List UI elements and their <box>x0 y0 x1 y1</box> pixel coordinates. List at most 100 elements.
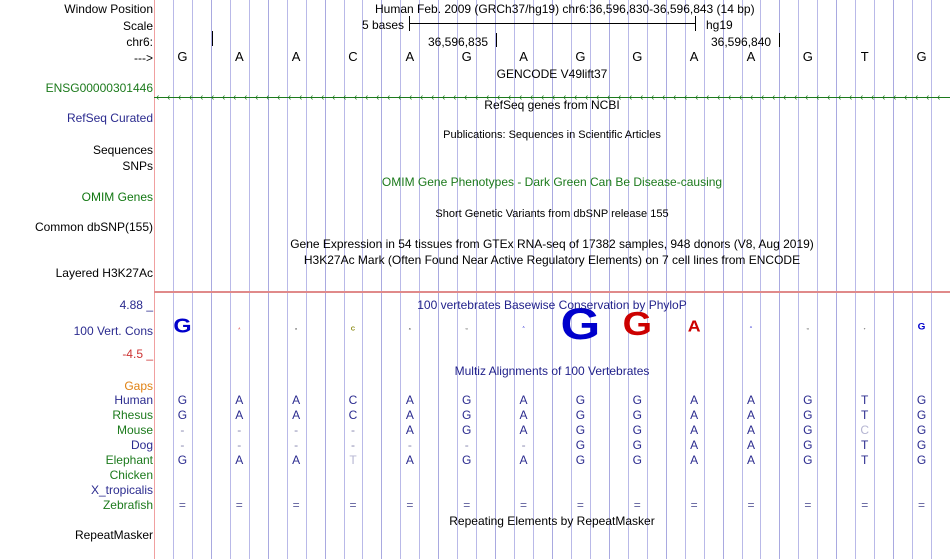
gene-strand-arrow: ‹ <box>684 92 688 103</box>
grid-line <box>249 0 250 559</box>
gene-strand-arrow: ‹ <box>387 92 391 103</box>
label-repeatmasker[interactable]: RepeatMasker <box>74 528 153 542</box>
label-100-vert-cons[interactable]: 100 Vert. Cons <box>73 324 153 338</box>
alignment-base: T <box>861 393 869 407</box>
species-label-rhesus[interactable]: Rhesus <box>112 408 153 422</box>
grid-line <box>306 0 307 559</box>
species-label-human[interactable]: Human <box>114 393 153 407</box>
conservation-logo-letter: T <box>863 326 866 330</box>
ruler-tick-label-1: 36,596,835 <box>428 35 489 49</box>
gene-strand-arrow: ‹ <box>541 92 545 103</box>
gene-strand-arrow: ‹ <box>618 92 622 103</box>
gene-strand-arrow: ‹ <box>640 92 644 103</box>
scale-bar <box>409 23 696 24</box>
alignment-base: G <box>803 438 813 452</box>
gene-strand-arrow: ‹ <box>442 92 446 103</box>
grid-line <box>628 0 629 559</box>
conservation-logo-letter: G <box>622 305 652 343</box>
conservation-logo-letter: A <box>522 325 525 330</box>
gene-strand-arrow: ‹ <box>937 92 941 103</box>
label-gencode-gene[interactable]: ENSG00000301446 <box>45 81 153 95</box>
alignment-base: - <box>521 438 526 452</box>
gene-strand-arrow: ‹ <box>266 92 270 103</box>
gene-strand-arrow: ‹ <box>574 92 578 103</box>
gene-strand-arrow: ‹ <box>431 92 435 103</box>
species-label-zebrafish[interactable]: Zebrafish <box>102 498 153 512</box>
cons-min-value: -4.5 _ <box>122 347 153 361</box>
alignment-base: - <box>294 438 299 452</box>
gene-strand-arrow: ‹ <box>255 92 259 103</box>
grid-line <box>419 0 420 559</box>
alignment-base: = <box>747 498 755 512</box>
alignment-base: G <box>462 408 472 422</box>
conservation-logo-letter: G <box>806 326 810 330</box>
alignment-base: G <box>632 423 642 437</box>
gene-strand-arrow: ‹ <box>189 92 193 103</box>
reference-base: G <box>575 49 586 64</box>
gene-strand-arrow: ‹ <box>530 92 534 103</box>
reference-base: G <box>177 49 188 64</box>
alignment-base: G <box>575 393 586 407</box>
species-label-chicken[interactable]: Chicken <box>109 468 153 482</box>
alignment-base: A <box>235 408 244 422</box>
alignment-base: G <box>177 453 188 467</box>
label-sequences[interactable]: Sequences <box>92 143 153 157</box>
label-chrom[interactable]: chr6: <box>126 35 153 49</box>
alignment-base: G <box>575 423 586 437</box>
label-gaps[interactable]: Gaps <box>124 379 153 393</box>
grid-line <box>495 0 496 559</box>
alignment-base: G <box>632 408 642 422</box>
species-label-mouse[interactable]: Mouse <box>116 423 153 437</box>
alignment-base: A <box>292 408 301 422</box>
gene-strand-arrow: ‹ <box>750 92 754 103</box>
dbsnp-track-title: Short Genetic Variants from dbSNP releas… <box>435 208 669 220</box>
reference-base: A <box>405 49 415 64</box>
label-omim-genes[interactable]: OMIM Genes <box>81 190 153 204</box>
label-refseq-curated[interactable]: RefSeq Curated <box>66 111 153 125</box>
gene-strand-arrow: ‹ <box>398 92 402 103</box>
grid-line <box>438 0 439 559</box>
scale-tick-right <box>695 16 696 31</box>
alignment-base: = <box>918 498 926 512</box>
grid-line <box>893 0 894 559</box>
alignment-base: - <box>351 423 355 437</box>
alignment-base: A <box>690 453 699 467</box>
alignment-base: G <box>462 423 472 437</box>
assembly-short: hg19 <box>706 18 733 32</box>
alignment-base: G <box>916 408 927 422</box>
refseq-track-title: RefSeq genes from NCBI <box>484 98 620 112</box>
publications-track-title: Publications: Sequences in Scientific Ar… <box>443 129 661 141</box>
alignment-base: G <box>803 408 813 422</box>
alignment-base: G <box>632 393 642 407</box>
conservation-logo-letter: A <box>749 325 753 329</box>
gencode-track-title: GENCODE V49lift37 <box>496 67 608 81</box>
alignment-base: A <box>746 423 756 437</box>
grid-line <box>817 0 818 559</box>
gene-strand-arrow: ‹ <box>871 92 875 103</box>
label-common-dbsnp[interactable]: Common dbSNP(155) <box>34 220 153 234</box>
alignment-base: A <box>746 438 756 452</box>
grid-line <box>268 0 269 559</box>
gene-strand-arrow: ‹ <box>849 92 853 103</box>
ruler-tick-mark-2 <box>779 33 780 47</box>
repeatmasker-track-title: Repeating Elements by RepeatMasker <box>449 514 655 528</box>
reference-base: T <box>860 49 869 64</box>
alignment-base: G <box>916 453 927 467</box>
species-label-x_tropicalis[interactable]: X_tropicalis <box>90 483 153 497</box>
grid-line <box>362 0 363 559</box>
alignment-base: - <box>180 438 185 452</box>
label-snps[interactable]: SNPs <box>122 159 153 173</box>
gene-strand-arrow: ‹ <box>915 92 919 103</box>
gencode-gene-arrow-track[interactable]: ‹ ‹ ‹ ‹ ‹ ‹ ‹ ‹ ‹ ‹ ‹ ‹ ‹ ‹ ‹ ‹ ‹ ‹ ‹ ‹ ‹ ‹ ‹ ‹ ‹ ‹ ‹ ‹ ‹ ‹ ‹ ‹ ‹ ‹ ‹ ‹ ‹ ‹ ‹ ‹… <box>154 92 950 103</box>
label-layered-h3k27ac[interactable]: Layered H3K27Ac <box>55 266 153 280</box>
grid-line <box>779 0 780 559</box>
species-label-dog[interactable]: Dog <box>130 438 153 452</box>
species-label-elephant[interactable]: Elephant <box>105 453 153 467</box>
gene-strand-arrow: ‹ <box>343 92 347 103</box>
gene-strand-arrow: ‹ <box>453 92 457 103</box>
conservation-logo-letter: A <box>238 327 241 331</box>
conservation-logo-letter: A <box>408 326 411 330</box>
grid-line <box>912 0 913 559</box>
reference-base: A <box>291 49 301 64</box>
